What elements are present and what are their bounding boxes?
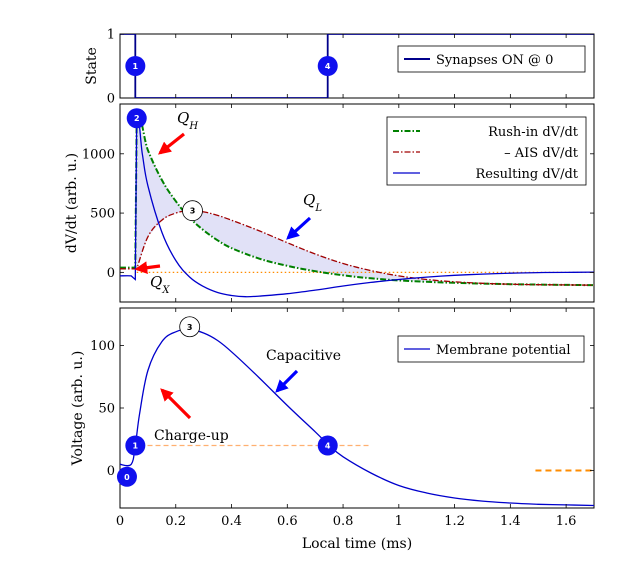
legend-entry-membrane: Membrane potential xyxy=(436,343,571,358)
legend-entry-ais: – AIS dV/dt xyxy=(504,146,579,161)
ytick-label: 50 xyxy=(98,402,115,417)
series-line-2-0 xyxy=(120,328,594,507)
legend-voltage: Membrane potential xyxy=(397,335,585,363)
ytick-label: 0 xyxy=(107,464,115,479)
series-line-1-2 xyxy=(120,111,594,298)
ytick-label: 1000 xyxy=(82,147,115,162)
panel-dvdt-frame xyxy=(119,103,595,303)
svg-text:1: 1 xyxy=(133,62,139,71)
xtick-label: 0.4 xyxy=(221,514,242,529)
step-badge-3: 3 xyxy=(179,316,201,338)
panel-dvdt-ylabel: dV/dt (arb. u.) xyxy=(64,153,80,253)
step-badge-1: 1 xyxy=(125,56,146,76)
area-between-rushin-ais xyxy=(136,118,594,286)
step-badge-4: 4 xyxy=(317,56,338,76)
annotation-qx: QX xyxy=(150,273,170,296)
step-badge-2: 2 xyxy=(126,108,147,129)
xtick-label: 0.8 xyxy=(333,514,354,529)
arrow-qx xyxy=(134,261,161,275)
annotation-ql: QL xyxy=(303,191,322,214)
legend-entry-resulting: Resulting dV/dt xyxy=(475,167,578,182)
legend-dvdt: Rush-in dV/dt – AIS dV/dt Resulting dV/d… xyxy=(386,116,587,186)
arrow-qh xyxy=(157,132,185,155)
ytick-label: 1 xyxy=(107,28,115,43)
xtick-label: 0.2 xyxy=(165,514,186,529)
svg-text:0: 0 xyxy=(124,473,130,482)
arrow-ql xyxy=(286,216,312,240)
annotation-charge-up: Charge-up xyxy=(154,428,229,444)
step-badge-1: 1 xyxy=(125,435,146,456)
ytick-label: 0 xyxy=(107,92,115,107)
step-badge-0: 0 xyxy=(116,466,137,487)
annotation-qh: QH xyxy=(177,109,198,132)
svg-text:1: 1 xyxy=(133,442,139,451)
arrow-capacitive xyxy=(275,369,299,393)
x-axis-label: Local time (ms) xyxy=(302,536,412,552)
ytick-label: 0 xyxy=(107,266,115,281)
ytick-label: 500 xyxy=(90,207,115,222)
xtick-label: 1.6 xyxy=(556,514,577,529)
panel-state-ylabel: State xyxy=(84,47,100,84)
xtick-label: 1.2 xyxy=(444,514,465,529)
legend-entry-synapses: Synapses ON @ 0 xyxy=(436,53,553,68)
panel-voltage-ylabel: Voltage (arb. u.) xyxy=(70,351,86,467)
step-badge-3: 3 xyxy=(182,200,203,222)
xtick-label: 0 xyxy=(116,514,124,529)
xtick-label: 0.6 xyxy=(277,514,298,529)
svg-text:3: 3 xyxy=(190,207,196,216)
ytick-label: 100 xyxy=(90,339,115,354)
svg-text:2: 2 xyxy=(134,114,140,123)
svg-text:4: 4 xyxy=(325,442,331,451)
legend-entry-rush-in: Rush-in dV/dt xyxy=(488,125,579,140)
svg-text:4: 4 xyxy=(325,62,331,71)
xtick-label: 1.4 xyxy=(500,514,521,529)
svg-text:3: 3 xyxy=(187,323,193,332)
arrow-charge-up xyxy=(160,388,192,420)
legend-state: Synapses ON @ 0 xyxy=(397,45,586,73)
series-line-1-1 xyxy=(120,210,594,286)
step-badge-4: 4 xyxy=(317,435,338,456)
annotation-capacitive: Capacitive xyxy=(266,348,341,364)
xtick-label: 1 xyxy=(395,514,403,529)
